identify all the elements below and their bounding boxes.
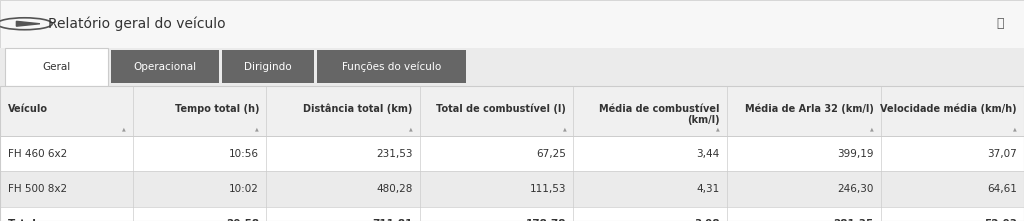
Text: Funções do veículo: Funções do veículo: [342, 62, 441, 72]
FancyBboxPatch shape: [222, 50, 314, 83]
Text: 4,31: 4,31: [696, 184, 720, 194]
Text: 480,28: 480,28: [376, 184, 413, 194]
Text: Veículo: Veículo: [8, 104, 48, 114]
Text: Distância total (km): Distância total (km): [303, 104, 413, 114]
Polygon shape: [16, 21, 40, 26]
Text: Média de combustível
(km/l): Média de combustível (km/l): [599, 104, 720, 125]
FancyBboxPatch shape: [0, 0, 1024, 48]
FancyBboxPatch shape: [111, 50, 219, 83]
FancyBboxPatch shape: [0, 136, 1024, 171]
Text: Operacional: Operacional: [133, 62, 197, 72]
Text: 231,53: 231,53: [376, 149, 413, 159]
Text: ▲: ▲: [869, 126, 873, 131]
Text: 10:02: 10:02: [229, 184, 259, 194]
Text: Total de combustível (l): Total de combustível (l): [436, 104, 566, 114]
Text: Total: Total: [8, 219, 37, 221]
Text: Tempo total (h): Tempo total (h): [174, 104, 259, 114]
FancyBboxPatch shape: [0, 48, 1024, 86]
Text: Geral: Geral: [42, 62, 71, 72]
Text: FH 500 8x2: FH 500 8x2: [8, 184, 68, 194]
Text: 246,30: 246,30: [837, 184, 873, 194]
Text: ▲: ▲: [409, 126, 413, 131]
Text: FH 460 6x2: FH 460 6x2: [8, 149, 68, 159]
Text: 111,53: 111,53: [529, 184, 566, 194]
FancyBboxPatch shape: [0, 207, 1024, 221]
Text: 37,07: 37,07: [987, 149, 1017, 159]
Text: 67,25: 67,25: [537, 149, 566, 159]
Text: 10:56: 10:56: [229, 149, 259, 159]
Text: ▲: ▲: [122, 126, 126, 131]
Text: 52,03: 52,03: [984, 219, 1017, 221]
Text: 399,19: 399,19: [837, 149, 873, 159]
Text: 20:58: 20:58: [226, 219, 259, 221]
Text: Velocidade média (km/h): Velocidade média (km/h): [881, 104, 1017, 114]
Text: ▲: ▲: [255, 126, 259, 131]
Text: 178,78: 178,78: [525, 219, 566, 221]
FancyBboxPatch shape: [5, 48, 108, 86]
Text: ▲: ▲: [1013, 126, 1017, 131]
Text: 3,98: 3,98: [694, 219, 720, 221]
FancyBboxPatch shape: [0, 86, 1024, 136]
Text: ▲: ▲: [716, 126, 720, 131]
Text: 281,35: 281,35: [834, 219, 873, 221]
Text: 64,61: 64,61: [987, 184, 1017, 194]
Text: 711,81: 711,81: [373, 219, 413, 221]
Text: Dirigindo: Dirigindo: [245, 62, 292, 72]
Text: Relatório geral do veículo: Relatório geral do veículo: [48, 17, 225, 31]
FancyBboxPatch shape: [0, 86, 1024, 221]
FancyBboxPatch shape: [317, 50, 466, 83]
Text: Média de Arla 32 (km/l): Média de Arla 32 (km/l): [744, 104, 873, 114]
Text: 🖨: 🖨: [996, 17, 1005, 30]
FancyBboxPatch shape: [0, 171, 1024, 207]
Text: ▲: ▲: [562, 126, 566, 131]
Text: 3,44: 3,44: [696, 149, 720, 159]
